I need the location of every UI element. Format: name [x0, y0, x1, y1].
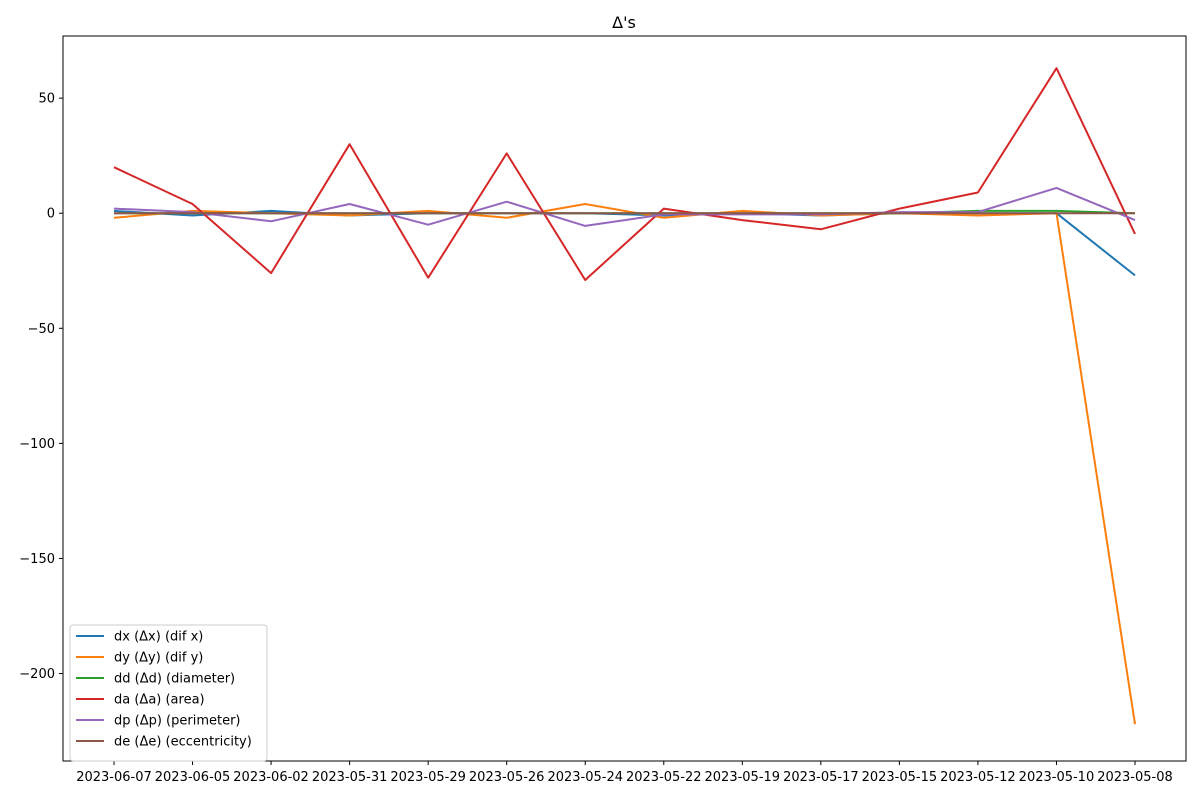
y-tick-label: −100 — [19, 437, 55, 452]
x-tick-label: 2023-05-10 — [1019, 770, 1095, 785]
x-tick-label: 2023-06-07 — [76, 770, 152, 785]
y-tick-label: −200 — [19, 667, 55, 682]
x-tick-label: 2023-05-22 — [626, 770, 702, 785]
y-axis: 50 0 −50 −100 −150 −200 — [19, 92, 63, 682]
x-tick-label: 2023-05-17 — [783, 770, 859, 785]
legend-label: da (Δa) (area) — [114, 693, 205, 708]
x-tick-label: 2023-06-02 — [233, 770, 309, 785]
legend-label: de (Δe) (eccentricity) — [114, 735, 252, 750]
y-tick-label: 50 — [38, 92, 55, 107]
series-line-4 — [113, 186, 1136, 227]
legend-label: dx (Δx) (dif x) — [114, 630, 203, 645]
series-line-3 — [113, 67, 1136, 281]
x-tick-label: 2023-05-26 — [469, 770, 545, 785]
chart-title: Δ's — [612, 13, 636, 32]
x-tick-label: 2023-05-19 — [705, 770, 781, 785]
x-axis: 2023-06-07 2023-06-05 2023-06-02 2023-05-31… — [76, 761, 1173, 785]
legend-label: dp (Δp) (perimeter) — [114, 714, 241, 729]
series-lines — [113, 67, 1136, 725]
x-tick-label: 2023-05-08 — [1097, 770, 1173, 785]
x-tick-label: 2023-05-15 — [862, 770, 938, 785]
plot-area-frame — [62, 35, 1187, 762]
legend-label: dy (Δy) (dif y) — [114, 651, 203, 666]
legend-label: dd (Δd) (diameter) — [114, 672, 235, 687]
x-tick-label: 2023-05-31 — [312, 770, 388, 785]
x-tick-label: 2023-06-05 — [155, 770, 231, 785]
y-tick-label: −50 — [28, 322, 55, 337]
x-tick-label: 2023-05-12 — [940, 770, 1016, 785]
x-tick-label: 2023-05-29 — [390, 770, 466, 785]
legend: dx (Δx) (dif x) dy (Δy) (dif y) dd (Δd) (d… — [69, 624, 268, 762]
y-tick-label: −150 — [19, 552, 55, 567]
legend-box — [69, 624, 268, 762]
y-tick-label: 0 — [47, 207, 55, 222]
x-tick-label: 2023-05-24 — [547, 770, 623, 785]
